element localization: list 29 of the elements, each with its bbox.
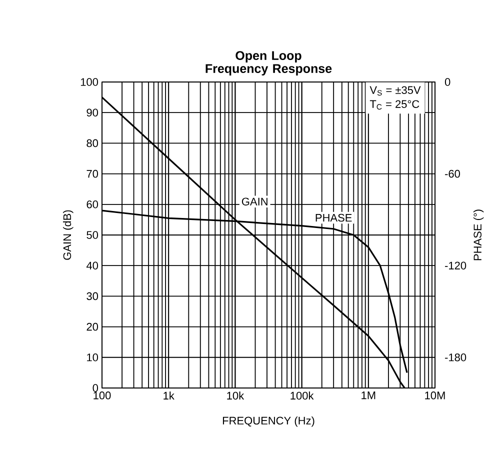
x-tick-label: 1k [164, 392, 174, 400]
chart-title: Open Loop Frequency Response [206, 51, 332, 76]
series-label: PHASE [316, 214, 352, 222]
x-tick-label: 10k [227, 392, 244, 400]
y-tick-label: 10 [87, 354, 98, 362]
y-tick-label: 80 [86, 139, 98, 148]
x-tick-label: 100k [290, 392, 314, 400]
y2-tick-label: 0 [444, 78, 450, 86]
x-tick-label: 10M [425, 392, 445, 400]
x-tick-label: 1M [362, 392, 376, 400]
x-axis-title: FREQUENCY (Hz) [222, 416, 314, 427]
y-tick-label: 0 [92, 384, 98, 392]
y-tick-label: 90 [86, 108, 98, 116]
y-tick-label: 30 [86, 292, 98, 300]
y2-tick-label: -120 [445, 262, 466, 270]
y2-tick-label: -60 [445, 170, 460, 178]
y-tick-label: 60 [86, 200, 98, 208]
annotation: T$_{C}$ = 25°C [370, 100, 420, 110]
series-label: GAIN [242, 198, 268, 206]
y-axis-title: GAIN (dB) [63, 210, 74, 260]
annotation: V$_{S}$ = ±35V [370, 86, 421, 96]
y2-axis-title: PHASE (°) [473, 210, 484, 260]
y-tick-label: 100 [80, 78, 98, 86]
y-tick-label: 20 [86, 322, 98, 331]
y-tick-label: 40 [86, 262, 98, 270]
x-tick-label: 100 [94, 392, 111, 400]
y-tick-label: 50 [86, 231, 98, 239]
y2-tick-label: -180 [445, 354, 466, 362]
y-tick-label: 70 [86, 170, 98, 178]
